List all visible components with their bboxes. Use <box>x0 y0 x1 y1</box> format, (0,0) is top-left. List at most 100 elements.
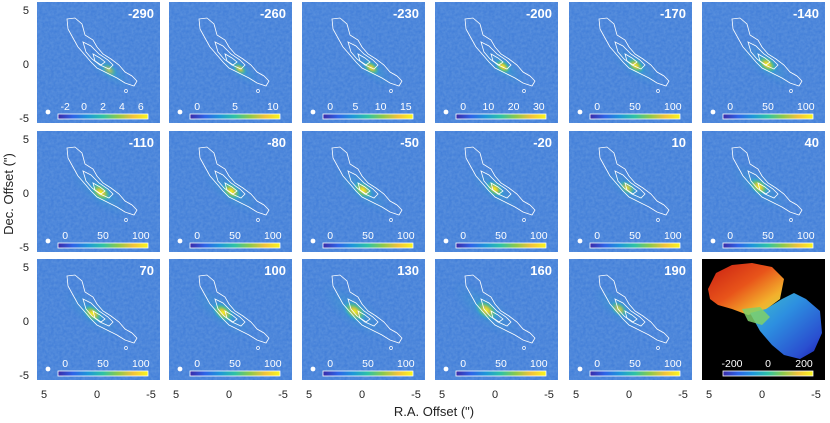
contour-line <box>92 182 106 195</box>
contour-dot <box>389 346 393 350</box>
x-tick-label: 0 <box>492 389 498 401</box>
channel-velocity-label: -200 <box>526 6 552 21</box>
x-tick-label: 5 <box>41 389 47 401</box>
channel-panel: -140 0 50 100 <box>702 2 825 123</box>
beam-marker <box>577 366 583 372</box>
colorbar <box>189 113 281 120</box>
contour-line <box>331 17 403 87</box>
beam-marker <box>310 109 316 115</box>
beam-marker <box>310 238 316 244</box>
x-tick-label: 5 <box>306 389 312 401</box>
channel-velocity-label: 10 <box>672 135 686 150</box>
colorbar <box>322 370 414 377</box>
beam-marker <box>577 238 583 244</box>
channel-panel: 190 0 50 100 <box>569 259 692 380</box>
contour-line <box>214 170 246 199</box>
channel-panel: -20 0 50 100 <box>435 131 558 252</box>
emission-peak <box>99 61 119 79</box>
colorbar-tick-label: 0 <box>81 101 87 113</box>
contour-line <box>347 41 379 70</box>
contour-line <box>624 182 638 195</box>
contour-dot <box>389 89 393 93</box>
colorbar <box>589 242 681 249</box>
colorbar-tick-label: 15 <box>400 101 412 113</box>
y-tick-label: 0 <box>23 188 29 200</box>
colorbar-tick-label: 0 <box>194 101 200 113</box>
x-tick-label: -5 <box>544 389 554 401</box>
channel-velocity-label: 130 <box>397 263 419 278</box>
beam-marker <box>310 366 316 372</box>
contour-line <box>757 53 771 66</box>
contour-line <box>224 310 238 323</box>
channel-panel: -80 0 50 100 <box>169 131 292 252</box>
y-tick-label: -5 <box>19 242 29 254</box>
colorbar-tick-label: 20 <box>508 101 520 113</box>
y-tick-label: 0 <box>23 316 29 328</box>
colorbar-tick-label: 100 <box>664 358 682 370</box>
contour-line <box>214 41 246 70</box>
colorbar-tick-label: 100 <box>797 230 815 242</box>
colorbar <box>322 113 414 120</box>
contour-line <box>331 274 403 344</box>
channel-panel: 40 0 50 100 <box>702 131 825 252</box>
beam-marker <box>443 366 449 372</box>
channel-velocity-label: -50 <box>400 135 419 150</box>
channel-velocity-label: 190 <box>664 263 686 278</box>
colorbar <box>57 242 149 249</box>
emission-peak <box>80 303 105 324</box>
x-tick-label: 5 <box>173 389 179 401</box>
channel-velocity-label: -110 <box>129 135 154 150</box>
colorbar <box>189 242 281 249</box>
colorbar-tick-label: 50 <box>362 230 374 242</box>
colorbar-tick-label: 100 <box>664 101 682 113</box>
beam-marker <box>45 366 51 372</box>
channel-velocity-label: -140 <box>793 6 819 21</box>
colorbar <box>455 242 547 249</box>
redshifted-region <box>708 263 784 315</box>
x-tick-label: 5 <box>706 389 712 401</box>
y-tick-label: 5 <box>23 5 29 17</box>
systemic-region <box>742 307 770 325</box>
contour-line <box>480 298 512 327</box>
x-tick-label: -5 <box>411 389 421 401</box>
colorbar-tick-label: 50 <box>229 358 241 370</box>
channel-velocity-label: -230 <box>393 6 419 21</box>
x-tick-label: -5 <box>146 389 156 401</box>
contour-line <box>490 182 504 195</box>
contour-line <box>731 146 803 216</box>
y-tick-label: 0 <box>23 59 29 71</box>
channel-velocity-label: -20 <box>533 135 552 150</box>
x-tick-label: 5 <box>573 389 579 401</box>
velocity-colorbar-tick-label: 0 <box>765 358 771 370</box>
contour-dot <box>789 218 793 222</box>
contour-line <box>480 170 512 199</box>
contour-line <box>624 53 638 66</box>
colorbar <box>722 242 814 249</box>
colorbar-tick-label: 5 <box>352 101 358 113</box>
colorbar <box>722 113 814 120</box>
contour-line <box>598 146 670 216</box>
contour-line <box>757 182 771 195</box>
channel-velocity-label: 40 <box>805 135 819 150</box>
contour-line <box>624 310 638 323</box>
colorbar-tick-label: 50 <box>495 358 507 370</box>
channel-panel: -290 -2 0 2 4 6 <box>37 2 160 123</box>
colorbar-tick-label: 0 <box>194 358 200 370</box>
contour-dot <box>256 218 260 222</box>
contour-dot <box>656 218 660 222</box>
channel-panel: -110 0 50 100 <box>37 131 160 252</box>
contour-line <box>347 170 379 199</box>
contour-line <box>490 53 504 66</box>
emission-peak <box>351 179 375 201</box>
contour-line <box>598 17 670 87</box>
contour-line <box>731 17 803 87</box>
emission-peak <box>210 301 236 324</box>
colorbar-tick-label: 6 <box>138 101 144 113</box>
y-axis-title: Dec. Offset (") <box>1 153 16 235</box>
colorbar-tick-label: 100 <box>132 358 150 370</box>
colorbar-tick-label: 0 <box>727 230 733 242</box>
colorbar-tick-label: 50 <box>629 101 641 113</box>
channel-panel: 100 50 100 <box>569 131 692 252</box>
colorbar-tick-label: 100 <box>132 230 150 242</box>
channel-panel: -50 0 50 100 <box>302 131 425 252</box>
